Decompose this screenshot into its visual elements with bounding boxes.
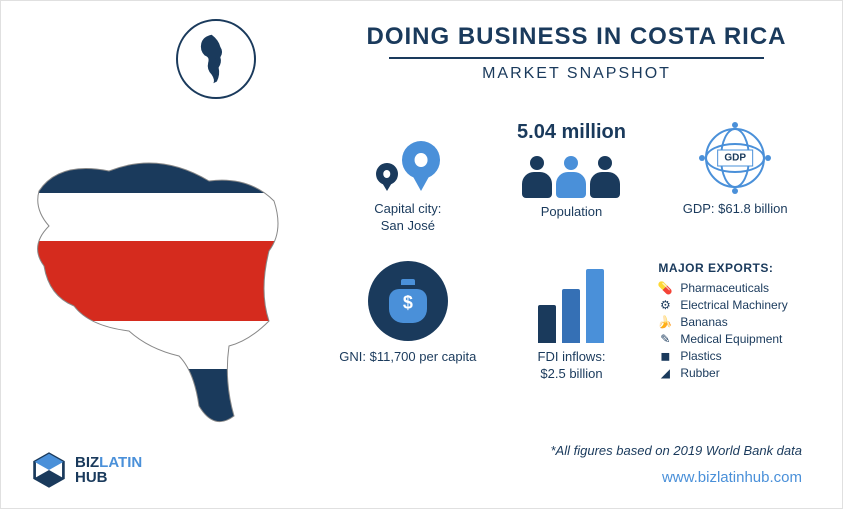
- bar: [586, 269, 604, 343]
- export-item-label: Electrical Machinery: [680, 298, 787, 312]
- export-item-icon: ◼: [658, 349, 672, 363]
- title-rule: [389, 57, 764, 59]
- export-item: 🍌 Bananas: [658, 315, 812, 329]
- money-bag-icon: $: [368, 261, 448, 341]
- costa-rica-map: [19, 131, 299, 431]
- bizlatinhub-logo: BIZLATIN HUB: [31, 452, 142, 488]
- export-item-label: Rubber: [680, 366, 719, 380]
- map-pin-icon: [402, 141, 440, 195]
- population-value: 5.04 million: [495, 121, 649, 144]
- footer-note: *All figures based on 2019 World Bank da…: [551, 443, 803, 458]
- exports-list: 💊 Pharmaceuticals ⚙ Electrical Machinery 🍌 Ba…: [658, 281, 812, 380]
- capital-label: Capital city: San José: [331, 201, 485, 235]
- stat-capital: Capital city: San José: [331, 121, 485, 235]
- bar: [538, 305, 556, 343]
- stat-gdp: GDP GDP: $61.8 billion: [658, 121, 812, 235]
- export-item-icon: 🍌: [658, 315, 672, 329]
- fdi-label: FDI inflows: $2.5 billion: [495, 349, 649, 383]
- gdp-band-label: GDP: [717, 150, 753, 167]
- gdp-label: GDP: $61.8 billion: [658, 201, 812, 218]
- export-item: ◼ Plastics: [658, 349, 812, 363]
- gni-label: GNI: $11,700 per capita: [331, 349, 485, 366]
- export-item-icon: 💊: [658, 281, 672, 295]
- export-item: 💊 Pharmaceuticals: [658, 281, 812, 295]
- exports-title: MAJOR EXPORTS:: [658, 261, 812, 275]
- stat-fdi: FDI inflows: $2.5 billion: [495, 261, 649, 383]
- export-item: ⚙ Electrical Machinery: [658, 298, 812, 312]
- stat-grid: Capital city: San José 5.04 million Popu…: [331, 121, 812, 383]
- export-item-icon: ✎: [658, 332, 672, 346]
- major-exports: MAJOR EXPORTS: 💊 Pharmaceuticals ⚙ Electric…: [658, 261, 812, 383]
- stat-population: 5.04 million Population: [495, 121, 649, 235]
- gdp-globe-icon: GDP: [700, 123, 770, 193]
- map-pin-small-icon: [376, 163, 398, 195]
- person-icon: [556, 156, 586, 198]
- export-item-label: Pharmaceuticals: [680, 281, 769, 295]
- subtitle: MARKET SNAPSHOT: [351, 65, 802, 83]
- export-item-icon: ⚙: [658, 298, 672, 312]
- people-icon: [495, 146, 649, 198]
- americas-globe-icon: [176, 19, 256, 99]
- logo-mark-icon: [31, 452, 67, 488]
- title-block: DOING BUSINESS IN COSTA RICA MARKET SNAP…: [351, 23, 802, 83]
- population-label: Population: [495, 204, 649, 221]
- footer-url: www.bizlatinhub.com: [662, 469, 802, 486]
- export-item-label: Bananas: [680, 315, 727, 329]
- person-icon: [522, 156, 552, 198]
- export-item: ◢ Rubber: [658, 366, 812, 380]
- export-item: ✎ Medical Equipment: [658, 332, 812, 346]
- export-item-label: Plastics: [680, 349, 721, 363]
- bar-chart-icon: [495, 261, 649, 343]
- export-item-icon: ◢: [658, 366, 672, 380]
- stat-gni: $ GNI: $11,700 per capita: [331, 261, 485, 383]
- logo-text: BIZLATIN HUB: [75, 455, 142, 485]
- export-item-label: Medical Equipment: [680, 332, 782, 346]
- bar: [562, 289, 580, 343]
- main-title: DOING BUSINESS IN COSTA RICA: [351, 23, 802, 51]
- person-icon: [590, 156, 620, 198]
